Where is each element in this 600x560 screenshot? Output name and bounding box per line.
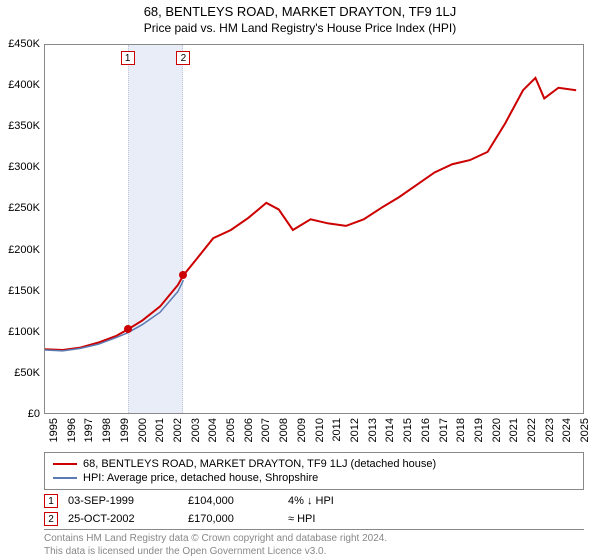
x-axis-label: 2021 — [508, 418, 520, 458]
x-axis-label: 2022 — [526, 418, 538, 458]
legend-label: 68, BENTLEYS ROAD, MARKET DRAYTON, TF9 1… — [83, 458, 436, 470]
x-axis-label: 2013 — [367, 418, 379, 458]
x-axis-label: 2018 — [455, 418, 467, 458]
attribution: Contains HM Land Registry data © Crown c… — [44, 529, 584, 558]
x-axis-label: 2020 — [491, 418, 503, 458]
x-axis-label: 2010 — [314, 418, 326, 458]
marker-label-box: 1 — [121, 51, 135, 65]
data-point — [124, 325, 132, 333]
approx-icon: ≈ — [288, 513, 294, 525]
chart-container: 68, BENTLEYS ROAD, MARKET DRAYTON, TF9 1… — [0, 0, 600, 560]
x-axis-label: 2011 — [331, 418, 343, 458]
y-axis-label: £150K — [0, 285, 40, 297]
legend-item: HPI: Average price, detached house, Shro… — [53, 471, 575, 485]
y-axis-label: £0 — [0, 408, 40, 420]
y-axis-label: £450K — [0, 38, 40, 50]
x-axis-label: 1999 — [119, 418, 131, 458]
x-axis-label: 2007 — [260, 418, 272, 458]
series-hpi — [45, 280, 183, 351]
chart-title: 68, BENTLEYS ROAD, MARKET DRAYTON, TF9 1… — [0, 0, 600, 19]
transaction-pct: 4% ↓ HPI — [288, 495, 348, 507]
transaction-row: 2 25-OCT-2002 £170,000 ≈ HPI — [44, 510, 584, 528]
x-axis-label: 2008 — [278, 418, 290, 458]
x-axis-label: 1997 — [83, 418, 95, 458]
marker-label-box: 2 — [176, 51, 190, 65]
x-axis-label: 2019 — [473, 418, 485, 458]
x-axis-label: 1998 — [101, 418, 113, 458]
x-axis-label: 2012 — [349, 418, 361, 458]
y-axis-label: £250K — [0, 202, 40, 214]
x-axis-label: 2015 — [402, 418, 414, 458]
x-axis-label: 2002 — [172, 418, 184, 458]
chart-svg — [45, 45, 583, 413]
x-axis-label: 2023 — [544, 418, 556, 458]
y-axis-label: £400K — [0, 79, 40, 91]
y-axis-label: £200K — [0, 244, 40, 256]
legend-label: HPI: Average price, detached house, Shro… — [83, 472, 318, 484]
y-axis-label: £50K — [0, 367, 40, 379]
x-axis-label: 2005 — [225, 418, 237, 458]
transaction-marker: 2 — [44, 512, 58, 526]
down-arrow-icon: ↓ — [307, 495, 313, 507]
chart-subtitle: Price paid vs. HM Land Registry's House … — [0, 19, 600, 39]
y-axis-label: £300K — [0, 161, 40, 173]
x-axis-label: 2014 — [384, 418, 396, 458]
data-point — [179, 271, 187, 279]
x-axis-label: 2003 — [190, 418, 202, 458]
x-axis-label: 2016 — [420, 418, 432, 458]
transaction-price: £170,000 — [188, 513, 278, 525]
series-property — [45, 78, 576, 350]
transaction-date: 03-SEP-1999 — [68, 495, 178, 507]
x-axis-label: 2006 — [243, 418, 255, 458]
x-axis-label: 2009 — [296, 418, 308, 458]
legend-swatch — [53, 463, 77, 465]
attribution-line: This data is licensed under the Open Gov… — [44, 546, 584, 559]
transactions-table: 1 03-SEP-1999 £104,000 4% ↓ HPI 2 25-OCT… — [44, 492, 584, 528]
transaction-row: 1 03-SEP-1999 £104,000 4% ↓ HPI — [44, 492, 584, 510]
y-axis-label: £350K — [0, 120, 40, 132]
x-axis-label: 2024 — [561, 418, 573, 458]
x-axis-label: 2000 — [137, 418, 149, 458]
x-axis-label: 2017 — [438, 418, 450, 458]
transaction-pct: ≈ HPI — [288, 513, 348, 525]
legend-swatch — [53, 477, 77, 479]
y-axis-label: £100K — [0, 326, 40, 338]
x-axis-label: 2001 — [154, 418, 166, 458]
plot-area: 12 — [44, 44, 584, 414]
x-axis-label: 1996 — [66, 418, 78, 458]
transaction-date: 25-OCT-2002 — [68, 513, 178, 525]
transaction-price: £104,000 — [188, 495, 278, 507]
x-axis-label: 1995 — [48, 418, 60, 458]
x-axis-label: 2025 — [579, 418, 591, 458]
legend-item: 68, BENTLEYS ROAD, MARKET DRAYTON, TF9 1… — [53, 457, 575, 471]
transaction-marker: 1 — [44, 494, 58, 508]
attribution-line: Contains HM Land Registry data © Crown c… — [44, 533, 584, 546]
x-axis-label: 2004 — [207, 418, 219, 458]
